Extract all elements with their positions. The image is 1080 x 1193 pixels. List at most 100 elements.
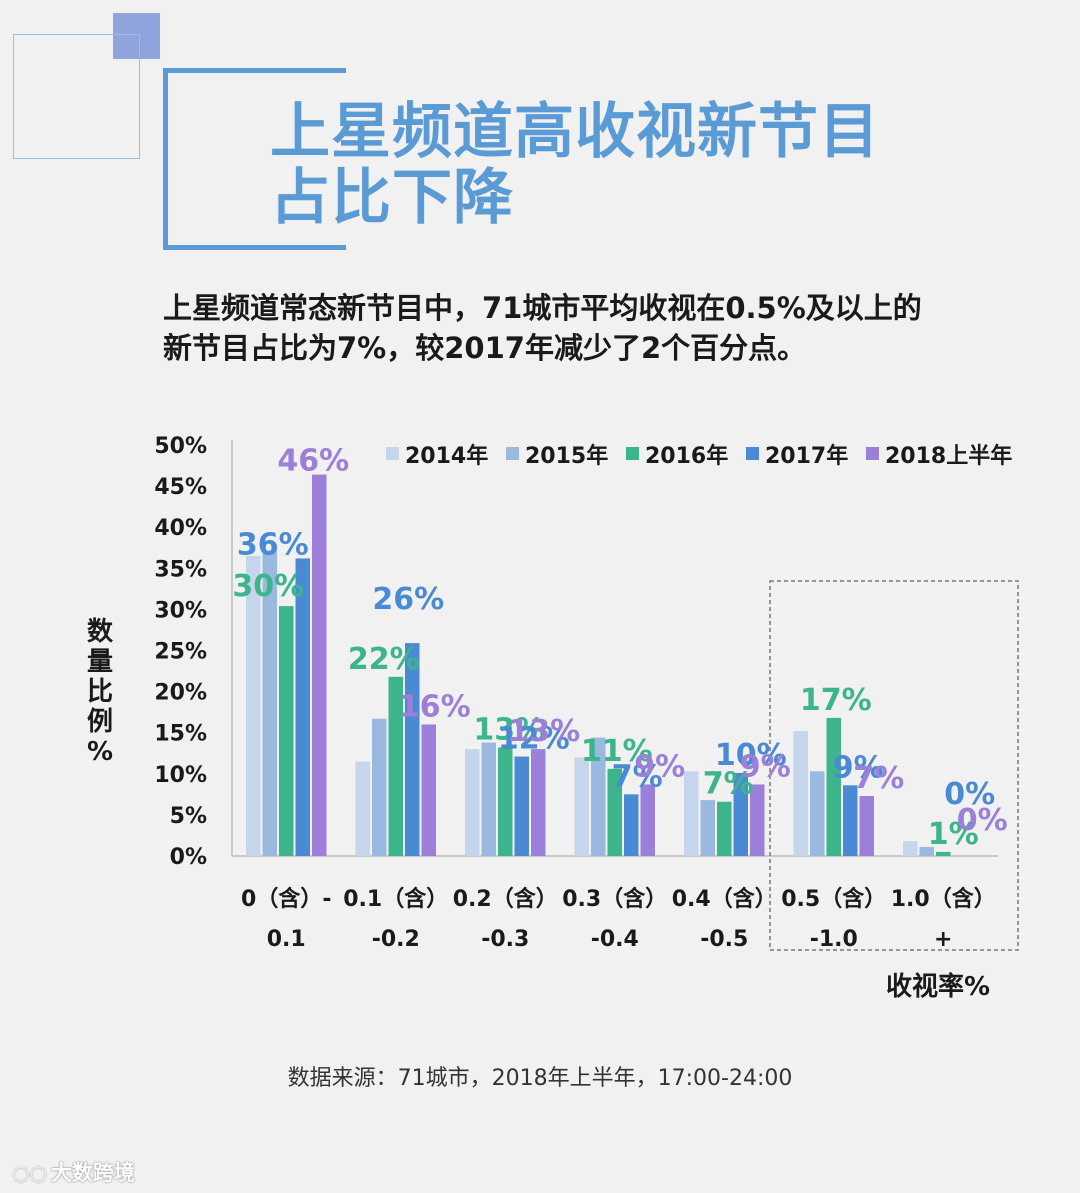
bar-2017年-5 bbox=[843, 785, 858, 856]
x-tick-label: 0.2（含） bbox=[453, 886, 558, 912]
y-axis-title-char: 比 bbox=[87, 677, 113, 707]
data-label: 1% bbox=[928, 817, 979, 852]
bar-2014年-2 bbox=[465, 749, 480, 856]
y-tick-label: 15% bbox=[154, 722, 207, 747]
decorative-outline-square bbox=[13, 34, 140, 159]
bar-2016年-5 bbox=[826, 717, 841, 856]
x-tick-label-sub: 0.1 bbox=[267, 927, 306, 952]
bar-2014年-6 bbox=[903, 841, 918, 856]
x-tick-label: 0.3（含） bbox=[562, 886, 667, 912]
y-axis-title-char: % bbox=[87, 737, 113, 767]
data-label: 9% bbox=[740, 749, 791, 784]
data-label: 7% bbox=[703, 767, 754, 802]
data-label: 16% bbox=[399, 689, 471, 724]
data-label: 11% bbox=[581, 734, 653, 769]
x-tick-label: 0.4（含） bbox=[672, 886, 777, 912]
data-label: 0% bbox=[944, 777, 995, 812]
page-title-line-1: 上星频道高收视新节目 bbox=[270, 97, 880, 167]
y-tick-label: 10% bbox=[154, 763, 207, 788]
bar-2015年-3 bbox=[591, 737, 606, 856]
logo-icon: ◌◌ bbox=[12, 1161, 47, 1185]
data-label: 22% bbox=[348, 642, 420, 677]
bar-2018上半年-1 bbox=[421, 724, 436, 856]
bar-2014年-4 bbox=[684, 771, 699, 856]
x-tick-label: 0.5（含） bbox=[781, 886, 886, 912]
data-source-note: 数据来源：71城市，2018年上半年，17:00-24:00 bbox=[287, 1066, 793, 1091]
subtitle-line-2: 新节目占比为7%，较2017年减少了2个百分点。 bbox=[163, 331, 807, 365]
data-label: 9% bbox=[634, 749, 685, 784]
bar-2014年-1 bbox=[355, 761, 370, 856]
bar-2018上半年-0 bbox=[312, 474, 327, 856]
decorative-square bbox=[113, 13, 160, 59]
y-axis-title-char: 数 bbox=[87, 617, 114, 647]
bar-2016年-4 bbox=[717, 801, 732, 856]
data-label: 30% bbox=[232, 569, 304, 604]
y-tick-label: 35% bbox=[154, 557, 207, 582]
x-tick-label-sub: -0.2 bbox=[372, 927, 420, 952]
page-title-line-2: 占比下降 bbox=[270, 163, 514, 233]
bar-2015年-2 bbox=[481, 742, 496, 856]
title-bracket bbox=[163, 68, 346, 250]
legend-label: 2014年 bbox=[405, 443, 488, 469]
x-tick-label-sub: -1.0 bbox=[810, 927, 858, 952]
y-axis-title-char: 量 bbox=[87, 647, 113, 677]
data-label: 46% bbox=[277, 444, 349, 479]
legend-label: 2017年 bbox=[765, 443, 848, 469]
bar-2015年-0 bbox=[262, 550, 277, 856]
watermark: ◌◌ 大数跨境 bbox=[12, 1157, 135, 1187]
bar-2016年-1 bbox=[388, 676, 403, 856]
data-label: 0% bbox=[957, 803, 1008, 838]
bar-2017年-0 bbox=[295, 558, 310, 856]
legend-swatch bbox=[386, 447, 399, 460]
legend-swatch bbox=[626, 447, 639, 460]
bar-2015年-1 bbox=[372, 718, 387, 856]
y-tick-label: 0% bbox=[170, 845, 207, 870]
subtitle-line-1: 上星频道常态新节目中，71城市平均收视在0.5%及以上的 bbox=[163, 291, 922, 325]
data-label: 17% bbox=[800, 683, 872, 718]
legend-swatch bbox=[506, 447, 519, 460]
bar-2014年-5 bbox=[793, 731, 808, 856]
x-tick-label: 0.1（含） bbox=[343, 886, 448, 912]
bar-2015年-5 bbox=[810, 771, 825, 856]
legend-swatch bbox=[866, 447, 879, 460]
data-label: 26% bbox=[372, 582, 444, 617]
legend-swatch bbox=[746, 447, 759, 460]
bar-2017年-1 bbox=[405, 643, 420, 856]
x-tick-label: 0（含）- bbox=[241, 886, 331, 912]
bar-2018上半年-2 bbox=[531, 749, 546, 856]
bar-2017年-3 bbox=[624, 794, 639, 856]
bar-2018上半年-3 bbox=[640, 784, 655, 856]
y-tick-label: 45% bbox=[154, 475, 207, 500]
data-label: 36% bbox=[237, 527, 309, 562]
legend-label: 2018上半年 bbox=[885, 443, 1012, 469]
watermark-text: 大数跨境 bbox=[50, 1161, 135, 1185]
y-tick-label: 30% bbox=[154, 598, 207, 623]
data-label: 7% bbox=[853, 761, 904, 796]
y-tick-label: 5% bbox=[170, 804, 207, 829]
x-tick-label-sub: + bbox=[934, 927, 952, 952]
x-tick-label-sub: -0.5 bbox=[700, 927, 748, 952]
data-label: 13% bbox=[473, 712, 545, 747]
bar-2016年-2 bbox=[498, 747, 513, 856]
data-label: 10% bbox=[715, 738, 787, 773]
bar-2017年-4 bbox=[733, 772, 748, 856]
bar-2017年-2 bbox=[514, 756, 529, 856]
bar-2015年-4 bbox=[700, 800, 715, 856]
y-tick-label: 50% bbox=[154, 434, 207, 459]
data-label: 12% bbox=[498, 722, 570, 757]
y-tick-label: 20% bbox=[154, 681, 207, 706]
x-tick-label-sub: -0.4 bbox=[591, 927, 639, 952]
data-label: 7% bbox=[612, 759, 663, 794]
bar-2015年-6 bbox=[919, 846, 934, 856]
legend-label: 2016年 bbox=[645, 443, 728, 469]
bar-2016年-3 bbox=[607, 768, 622, 856]
x-axis-title: 收视率% bbox=[886, 971, 990, 1002]
y-axis-title-char: 例 bbox=[87, 707, 113, 737]
bar-2016年-6 bbox=[936, 851, 951, 856]
bar-2016年-0 bbox=[279, 606, 294, 856]
bar-2018上半年-5 bbox=[859, 795, 874, 856]
x-tick-label-sub: -0.3 bbox=[481, 927, 529, 952]
data-label: 13% bbox=[508, 714, 580, 749]
y-tick-label: 40% bbox=[154, 516, 207, 541]
